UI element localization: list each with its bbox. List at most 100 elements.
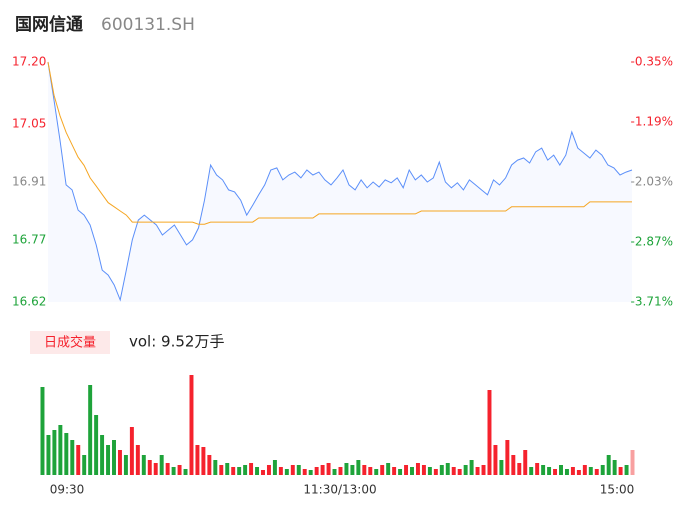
volume-bar <box>511 455 516 475</box>
volume-bar <box>302 469 307 475</box>
volume-bar <box>171 467 176 475</box>
volume-bar <box>576 470 581 475</box>
volume-bar <box>135 445 140 475</box>
volume-bar <box>559 465 563 475</box>
volume-bar <box>231 467 236 475</box>
y-tick-label: 16.62 <box>12 295 46 309</box>
volume-bar <box>106 445 111 475</box>
price-area <box>48 62 632 302</box>
volume-bar <box>499 460 504 475</box>
volume-bar <box>123 455 128 475</box>
volume-bar <box>570 467 575 475</box>
volume-bar <box>64 433 69 475</box>
volume-bar <box>624 465 629 475</box>
volume-bar <box>88 385 93 475</box>
volume-bar <box>493 445 498 475</box>
y-tick-label: 17.05 <box>12 117 46 131</box>
volume-bar <box>278 467 283 475</box>
y2-tick-label: -2.87% <box>631 235 673 249</box>
volume-bar <box>600 465 605 475</box>
volume-bar <box>272 460 277 475</box>
volume-bar <box>344 463 349 475</box>
x-tick-label: 15:00 <box>600 483 635 497</box>
volume-bar <box>255 467 260 475</box>
volume-bar <box>308 470 313 475</box>
volume-bar <box>266 465 271 475</box>
volume-tab[interactable] <box>30 331 110 354</box>
volume-bar <box>326 463 331 475</box>
volume-bar <box>195 445 200 475</box>
y-tick-label: 17.20 <box>12 55 46 69</box>
volume-bar <box>112 440 116 475</box>
volume-bar <box>392 467 397 475</box>
volume-bar <box>386 463 391 475</box>
volume-bar <box>76 445 81 475</box>
volume-bar <box>374 469 379 475</box>
stock-code: 600131.SH <box>101 15 195 35</box>
volume-bar <box>141 455 146 475</box>
volume-bar <box>159 455 164 475</box>
volume-bar <box>451 467 456 475</box>
volume-bar <box>612 460 617 475</box>
volume-bar <box>82 455 87 475</box>
volume-bar <box>421 465 426 475</box>
volume-bar <box>290 465 295 475</box>
volume-bar <box>183 469 188 475</box>
volume-bar <box>535 463 540 475</box>
volume-bar <box>219 465 224 475</box>
volume-bar <box>237 467 242 475</box>
volume-bar <box>314 467 319 475</box>
volume-bar <box>475 467 480 475</box>
volume-bar <box>547 467 552 475</box>
volume-bar <box>404 465 409 475</box>
x-tick-label: 11:30/13:00 <box>303 483 376 497</box>
volume-bar <box>481 465 486 475</box>
volume-bar <box>338 467 343 475</box>
stock-name: 国网信通 <box>15 14 83 35</box>
volume-bar <box>523 450 528 475</box>
y2-tick-label: -0.35% <box>631 55 673 69</box>
volume-bar <box>433 469 438 475</box>
volume-bar <box>362 465 367 475</box>
volume-bar <box>332 469 337 475</box>
volume-bar <box>398 469 403 475</box>
volume-bar <box>618 467 623 475</box>
volume-bar <box>153 463 158 475</box>
volume-bar <box>380 465 385 475</box>
volume-bar <box>564 469 569 475</box>
volume-bar <box>129 427 134 475</box>
volume-bar <box>284 469 289 475</box>
price-line <box>47 61 633 302</box>
volume-tab-label[interactable]: 日成交量 <box>44 335 96 351</box>
volume-bar <box>320 465 325 475</box>
volume-bar <box>225 463 230 475</box>
volume-bar <box>207 455 212 475</box>
volume-bar <box>177 465 182 475</box>
volume-bar <box>58 425 63 475</box>
volume-bar <box>46 435 51 475</box>
volume-bar <box>249 463 254 475</box>
volume-bar <box>356 460 361 475</box>
volume-bar <box>439 465 444 475</box>
volume-bar <box>350 465 355 475</box>
volume-bar <box>165 463 170 475</box>
volume-bar <box>594 469 599 475</box>
y2-tick-label: -1.19% <box>631 115 673 129</box>
y-tick-label: 16.91 <box>12 175 46 189</box>
volume-bar <box>415 463 420 475</box>
x-tick-label: 09:30 <box>50 483 85 497</box>
volume-bar <box>427 467 432 475</box>
volume-bar <box>606 455 611 475</box>
volume-bar <box>445 463 450 475</box>
y2-tick-label: -2.03% <box>631 175 673 189</box>
volume-bar <box>463 465 468 475</box>
volume-bar <box>553 469 558 475</box>
volume-bar <box>630 450 635 475</box>
volume-bar <box>487 390 492 475</box>
volume-bar <box>201 447 206 475</box>
volume-bar <box>189 375 194 475</box>
volume-bar <box>94 415 99 475</box>
volume-bar <box>457 469 462 475</box>
